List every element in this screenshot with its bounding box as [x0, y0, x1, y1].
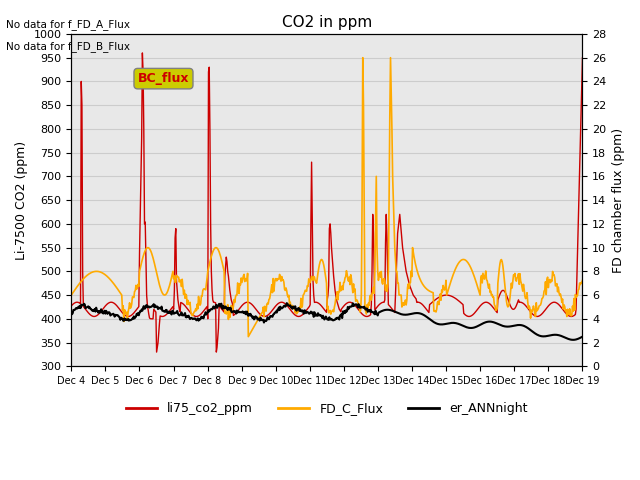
Y-axis label: FD chamber flux (ppm): FD chamber flux (ppm) [612, 128, 625, 273]
Text: No data for f_FD_B_Flux: No data for f_FD_B_Flux [6, 41, 131, 52]
Legend: li75_co2_ppm, FD_C_Flux, er_ANNnight: li75_co2_ppm, FD_C_Flux, er_ANNnight [121, 397, 533, 420]
Y-axis label: Li-7500 CO2 (ppm): Li-7500 CO2 (ppm) [15, 141, 28, 260]
Text: BC_flux: BC_flux [138, 72, 189, 85]
Title: CO2 in ppm: CO2 in ppm [282, 15, 372, 30]
Text: No data for f_FD_A_Flux: No data for f_FD_A_Flux [6, 19, 131, 30]
